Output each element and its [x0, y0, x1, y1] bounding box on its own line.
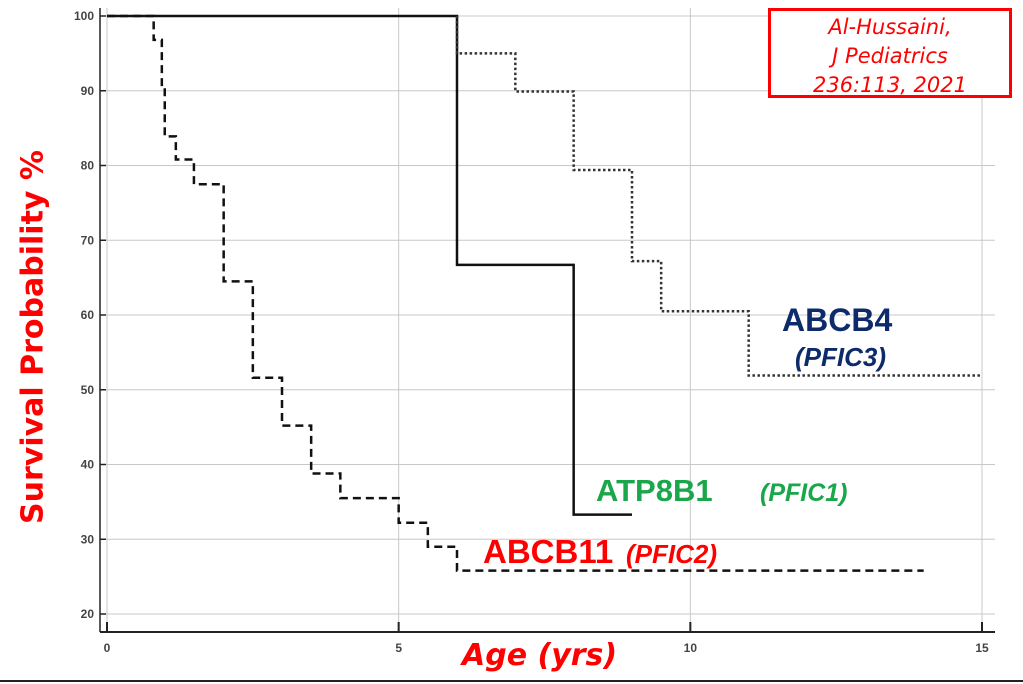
legend-atp8b1: ATP8B1: [596, 473, 713, 508]
y-tick-label: 50: [81, 383, 95, 397]
y-tick-label: 100: [74, 9, 94, 23]
x-axis-label: Age (yrs): [462, 638, 618, 673]
citation-line: 236:113, 2021: [812, 73, 968, 97]
survival-curves: [107, 14, 982, 572]
curve-abcb4: [455, 16, 982, 377]
curve-atp8b1: [107, 14, 632, 516]
y-tick-label: 70: [81, 233, 95, 247]
x-tick-label: 5: [395, 641, 402, 655]
curve-abcb11: [107, 14, 924, 572]
grid: [100, 8, 995, 632]
y-tick-label: 20: [81, 607, 95, 621]
axes: [99, 8, 995, 633]
y-tick-label: 60: [81, 308, 95, 322]
divider: [0, 680, 1023, 682]
legend-abcb4-sub: (PFIC3): [795, 342, 886, 372]
y-tick-label: 80: [81, 159, 95, 173]
legend-abcb11-sub: (PFIC2): [626, 539, 717, 569]
y-tick-label: 90: [81, 84, 95, 98]
y-axis-label: Survival Probability %: [15, 150, 51, 524]
x-tick-label: 0: [104, 641, 111, 655]
x-tick-label: 10: [684, 641, 698, 655]
legend-atp8b1-sub: (PFIC1): [760, 479, 848, 507]
citation-line: Al-Hussaini,: [828, 15, 952, 39]
citation-line: J Pediatrics: [832, 44, 948, 68]
citation-box: Al-Hussaini, J Pediatrics 236:113, 2021: [768, 8, 1012, 98]
x-tick-label: 15: [975, 641, 989, 655]
legend-abcb4: ABCB4: [782, 302, 893, 338]
legend-abcb11: ABCB11: [483, 533, 614, 570]
y-tick-label: 30: [81, 532, 95, 546]
y-tick-label: 40: [81, 458, 95, 472]
tick-labels: 20 30 40 50 60 70 80 90 100 0 5 10 15: [74, 9, 989, 655]
